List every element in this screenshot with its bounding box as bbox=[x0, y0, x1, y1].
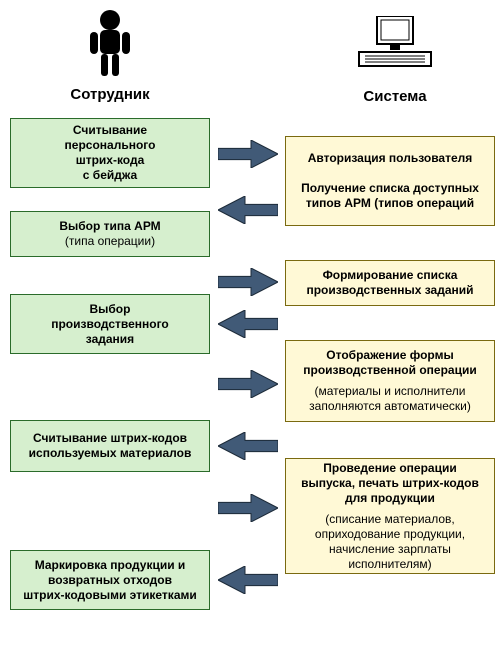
employee-step-1: Считываниеперсональногоштрих-кодас бейдж… bbox=[10, 118, 210, 188]
arrow-4-left bbox=[218, 310, 278, 338]
system-step-2: Формирование спискапроизводственных зада… bbox=[285, 260, 495, 306]
arrow-6-left bbox=[218, 432, 278, 460]
arrow-3-right bbox=[218, 268, 278, 296]
system-step-4: Проведение операциивыпуска, печать штрих… bbox=[285, 458, 495, 574]
arrow-5-right bbox=[218, 370, 278, 398]
system-step-3: Отображение формыпроизводственной операц… bbox=[285, 340, 495, 422]
person-icon bbox=[85, 8, 135, 78]
employee-label: Сотрудник bbox=[60, 86, 160, 103]
arrow-7-right bbox=[218, 494, 278, 522]
employee-step-5: Маркировка продукции ивозвратных отходов… bbox=[10, 550, 210, 610]
system-step-1: Авторизация пользователя Получение списк… bbox=[285, 136, 495, 226]
arrow-8-left bbox=[218, 566, 278, 594]
system-actor: Система bbox=[340, 16, 450, 105]
flow-diagram: Сотрудник Система Считываниеперсональног… bbox=[0, 0, 501, 666]
employee-step-2: Выбор типа АРМ(типа операции) bbox=[10, 211, 210, 257]
employee-actor: Сотрудник bbox=[60, 8, 160, 103]
computer-icon bbox=[355, 16, 435, 80]
employee-step-3: Выборпроизводственногозадания bbox=[10, 294, 210, 354]
arrow-2-left bbox=[218, 196, 278, 224]
arrow-1-right bbox=[218, 140, 278, 168]
employee-step-4: Считывание штрих-кодовиспользуемых матер… bbox=[10, 420, 210, 472]
system-label: Система bbox=[340, 88, 450, 105]
